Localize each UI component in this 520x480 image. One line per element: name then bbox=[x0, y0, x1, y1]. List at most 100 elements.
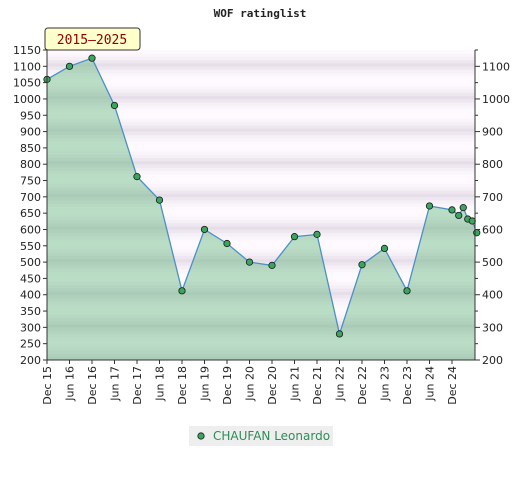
y-left-tick-label: 350 bbox=[20, 305, 41, 318]
background-band bbox=[47, 298, 475, 302]
period-badge-label: 2015–2025 bbox=[57, 33, 127, 48]
y-left-tick-label: 1100 bbox=[13, 60, 41, 73]
x-tick-label: Dec 24 bbox=[446, 366, 459, 405]
y-left-tick-label: 750 bbox=[20, 175, 41, 188]
background-band bbox=[47, 66, 475, 70]
background-band bbox=[47, 56, 475, 61]
background-band bbox=[47, 291, 475, 296]
x-tick-label: Dec 20 bbox=[266, 366, 279, 405]
background-band bbox=[47, 59, 475, 64]
background-band bbox=[47, 164, 475, 168]
background-band bbox=[47, 245, 475, 250]
y-left-tick-label: 300 bbox=[20, 321, 41, 334]
legend-box bbox=[189, 426, 333, 446]
data-point bbox=[448, 206, 456, 214]
chart-title: WOF ratinglist bbox=[214, 7, 307, 20]
background-band bbox=[47, 69, 475, 74]
background-band bbox=[47, 337, 475, 341]
x-tick-label: Jun 17 bbox=[109, 366, 122, 402]
y-left-tick-label: 800 bbox=[20, 158, 41, 171]
background-band bbox=[47, 222, 475, 227]
legend-marker bbox=[197, 432, 205, 440]
y-left-tick-label: 900 bbox=[20, 126, 41, 139]
y-left-tick-label: 1000 bbox=[13, 93, 41, 106]
background-band bbox=[47, 147, 475, 152]
period-badge: 2015–2025 bbox=[44, 27, 141, 51]
background-band bbox=[47, 209, 475, 214]
y-left-tick-label: 500 bbox=[20, 256, 41, 269]
background-band bbox=[47, 281, 475, 286]
background-band bbox=[47, 174, 475, 178]
background-band bbox=[47, 301, 475, 305]
background-band bbox=[47, 288, 475, 292]
background-band bbox=[47, 157, 475, 162]
background-band bbox=[47, 108, 475, 113]
y-left-tick-label: 850 bbox=[20, 142, 41, 155]
background-band bbox=[47, 333, 475, 338]
y-left-tick-label: 450 bbox=[20, 272, 41, 285]
x-tick-label: Dec 17 bbox=[131, 366, 144, 405]
background-band bbox=[47, 268, 475, 273]
background-band bbox=[47, 196, 475, 201]
background-band bbox=[47, 219, 475, 224]
background-band bbox=[47, 278, 475, 282]
y-right-tick-label: 600 bbox=[482, 223, 503, 236]
background-band bbox=[47, 203, 475, 207]
background-band bbox=[47, 125, 475, 129]
background-band bbox=[47, 226, 475, 230]
y-left-tick-label: 1150 bbox=[13, 44, 41, 57]
data-point bbox=[335, 330, 344, 338]
background-band bbox=[47, 239, 475, 243]
x-tick-label: Dec 22 bbox=[356, 366, 369, 405]
background-band bbox=[47, 82, 475, 87]
x-tick-label: Jun 24 bbox=[424, 366, 437, 402]
y-right-tick-label: 400 bbox=[482, 289, 503, 302]
background-band bbox=[47, 183, 475, 188]
x-tick-label: Dec 23 bbox=[401, 366, 414, 405]
background-band bbox=[47, 102, 475, 106]
data-point bbox=[268, 261, 276, 269]
background-band bbox=[47, 193, 475, 198]
background-band bbox=[47, 346, 475, 351]
y-left-tick-label: 400 bbox=[20, 289, 41, 302]
y-right-tick-label: 700 bbox=[482, 191, 503, 204]
background-bands bbox=[47, 50, 475, 361]
background-band bbox=[47, 95, 475, 100]
background-band bbox=[47, 167, 475, 172]
x-tick-label: Jun 21 bbox=[289, 366, 302, 402]
background-band bbox=[47, 343, 475, 348]
y-left-tick-label: 700 bbox=[20, 191, 41, 204]
axes: 200 250 300 350 400 450 500 550 600 650 700 750 800 8… bbox=[13, 44, 510, 405]
background-band bbox=[47, 128, 475, 132]
background-band bbox=[47, 79, 475, 83]
x-tick-label: Dec 21 bbox=[311, 366, 324, 405]
x-tick-label: Dec 18 bbox=[176, 366, 189, 405]
background-band bbox=[47, 200, 475, 204]
background-band bbox=[47, 330, 475, 335]
background-band bbox=[47, 141, 475, 145]
x-tick-label: Jun 19 bbox=[199, 366, 212, 402]
legend-entry-label: CHAUFAN Leonardo bbox=[213, 429, 330, 443]
background-band bbox=[47, 50, 475, 54]
data-point bbox=[245, 258, 254, 266]
data-point bbox=[133, 173, 141, 181]
data-point bbox=[380, 244, 389, 252]
background-band bbox=[47, 232, 475, 237]
background-band bbox=[47, 294, 475, 299]
y-left-tick-label: 650 bbox=[20, 207, 41, 220]
background-band bbox=[47, 76, 475, 80]
background-band bbox=[47, 177, 475, 181]
background-band bbox=[47, 53, 475, 57]
background-band bbox=[47, 112, 475, 116]
y-left-tick-label: 600 bbox=[20, 223, 41, 236]
data-point bbox=[455, 211, 463, 220]
background-band bbox=[47, 249, 475, 253]
y-right-tick-label: 800 bbox=[482, 158, 503, 171]
background-band bbox=[47, 340, 475, 344]
background-band bbox=[47, 350, 475, 354]
x-tick-label: Jun 23 bbox=[379, 366, 392, 402]
background-band bbox=[47, 138, 475, 142]
background-band bbox=[47, 89, 475, 93]
x-axis: Dec 15 Jun 16 Dec 16 Jun 17 Dec 17 Jun 18 Dec … bbox=[41, 360, 459, 405]
